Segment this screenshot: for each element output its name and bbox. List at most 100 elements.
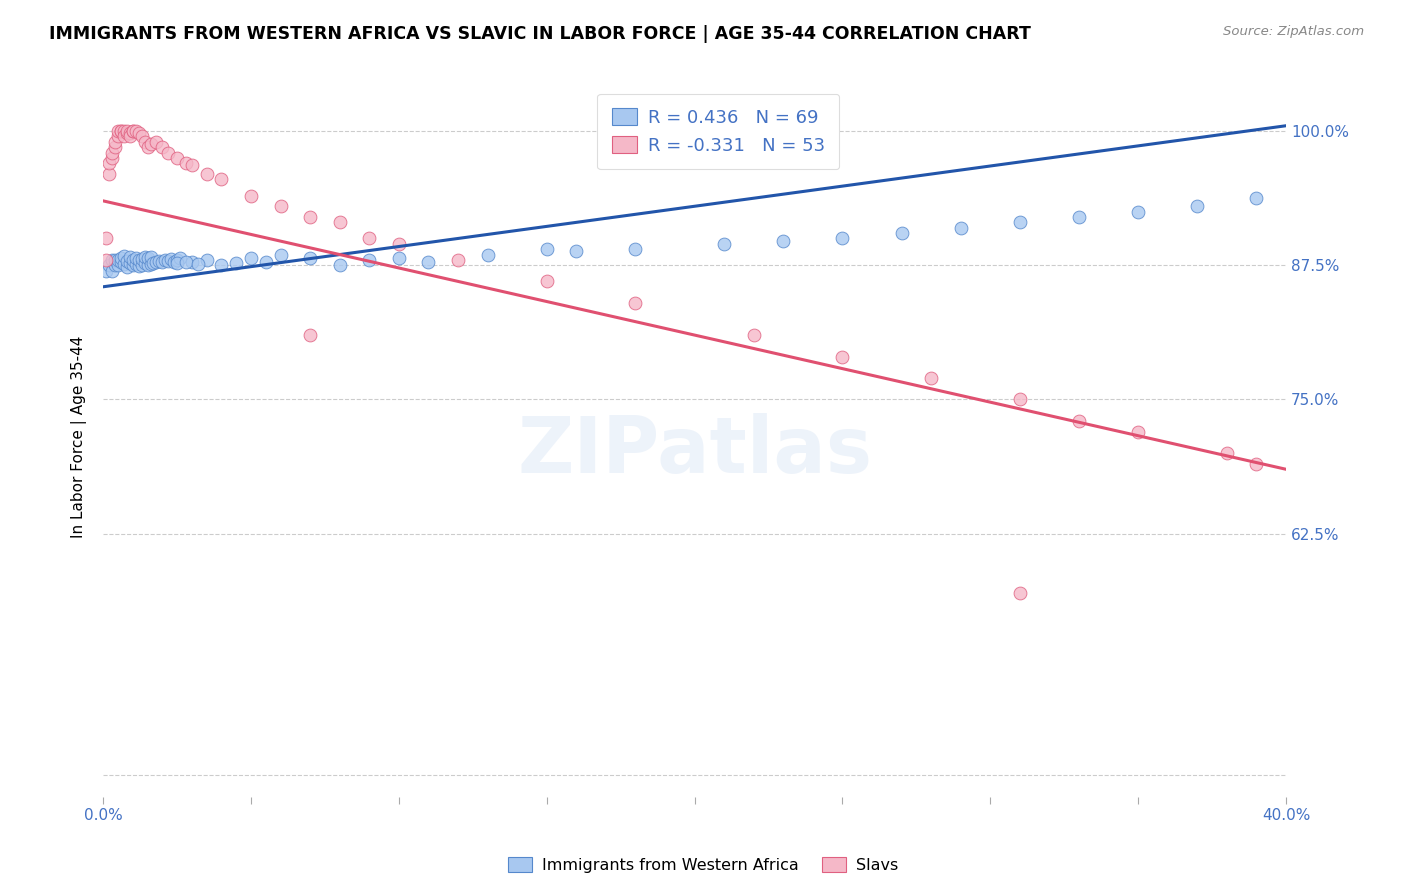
Point bbox=[772, 234, 794, 248]
Point bbox=[121, 124, 143, 138]
Point bbox=[536, 242, 558, 256]
Text: Source: ZipAtlas.com: Source: ZipAtlas.com bbox=[1223, 25, 1364, 38]
Point bbox=[139, 250, 162, 264]
Point bbox=[329, 258, 352, 272]
Point bbox=[115, 126, 138, 140]
Point bbox=[101, 145, 124, 160]
Point bbox=[136, 140, 159, 154]
Point bbox=[112, 257, 135, 271]
Point bbox=[359, 252, 381, 267]
Point bbox=[125, 124, 148, 138]
Point bbox=[299, 328, 322, 343]
Legend: R = 0.436   N = 69, R = -0.331   N = 53: R = 0.436 N = 69, R = -0.331 N = 53 bbox=[598, 94, 839, 169]
Point bbox=[1187, 199, 1209, 213]
Point bbox=[112, 124, 135, 138]
Point bbox=[96, 252, 118, 267]
Point bbox=[1008, 215, 1031, 229]
Point bbox=[890, 226, 912, 240]
Point bbox=[110, 251, 132, 265]
Point bbox=[1067, 210, 1090, 224]
Point bbox=[713, 236, 735, 251]
Point bbox=[180, 255, 202, 269]
Point bbox=[98, 258, 121, 272]
Point bbox=[107, 258, 129, 272]
Point bbox=[299, 251, 322, 265]
Point bbox=[155, 252, 177, 267]
Point bbox=[949, 220, 972, 235]
Point bbox=[118, 126, 141, 140]
Point bbox=[157, 254, 180, 268]
Point bbox=[157, 145, 180, 160]
Point bbox=[98, 167, 121, 181]
Point bbox=[128, 126, 150, 140]
Point bbox=[388, 236, 411, 251]
Point bbox=[96, 231, 118, 245]
Point bbox=[174, 255, 197, 269]
Point bbox=[148, 254, 170, 268]
Point bbox=[1246, 191, 1268, 205]
Point bbox=[96, 263, 118, 277]
Point bbox=[1216, 446, 1239, 460]
Point bbox=[166, 252, 188, 267]
Point bbox=[101, 252, 124, 267]
Point bbox=[624, 296, 647, 310]
Point bbox=[118, 129, 141, 144]
Point bbox=[174, 156, 197, 170]
Point bbox=[169, 251, 191, 265]
Point bbox=[110, 124, 132, 138]
Point bbox=[104, 258, 127, 272]
Point bbox=[1067, 414, 1090, 428]
Point bbox=[225, 256, 247, 270]
Point bbox=[1246, 457, 1268, 471]
Point bbox=[624, 242, 647, 256]
Point bbox=[134, 250, 156, 264]
Point bbox=[388, 251, 411, 265]
Point bbox=[920, 371, 942, 385]
Point bbox=[107, 124, 129, 138]
Point bbox=[254, 255, 277, 269]
Point bbox=[240, 251, 263, 265]
Point bbox=[115, 260, 138, 275]
Point bbox=[160, 252, 183, 266]
Point bbox=[418, 255, 440, 269]
Point bbox=[742, 328, 765, 343]
Point bbox=[128, 260, 150, 274]
Point bbox=[166, 151, 188, 165]
Point bbox=[359, 231, 381, 245]
Legend: Immigrants from Western Africa, Slavs: Immigrants from Western Africa, Slavs bbox=[502, 851, 904, 880]
Y-axis label: In Labor Force | Age 35-44: In Labor Force | Age 35-44 bbox=[72, 336, 87, 538]
Point bbox=[180, 158, 202, 172]
Point bbox=[447, 252, 470, 267]
Point bbox=[98, 156, 121, 170]
Point bbox=[831, 231, 853, 245]
Point bbox=[1008, 585, 1031, 599]
Point bbox=[134, 256, 156, 270]
Text: IMMIGRANTS FROM WESTERN AFRICA VS SLAVIC IN LABOR FORCE | AGE 35-44 CORRELATION : IMMIGRANTS FROM WESTERN AFRICA VS SLAVIC… bbox=[49, 25, 1031, 43]
Point bbox=[163, 255, 186, 269]
Point bbox=[115, 254, 138, 268]
Point bbox=[131, 129, 153, 144]
Point bbox=[107, 252, 129, 267]
Point bbox=[565, 244, 588, 259]
Point bbox=[104, 140, 127, 154]
Point bbox=[150, 255, 173, 269]
Point bbox=[150, 140, 173, 154]
Point bbox=[110, 255, 132, 269]
Point bbox=[139, 136, 162, 151]
Point bbox=[240, 188, 263, 202]
Text: ZIPatlas: ZIPatlas bbox=[517, 413, 872, 490]
Point bbox=[134, 135, 156, 149]
Point bbox=[477, 247, 499, 261]
Point bbox=[121, 252, 143, 267]
Point bbox=[104, 252, 127, 267]
Point bbox=[125, 257, 148, 271]
Point bbox=[121, 124, 143, 138]
Point bbox=[1008, 392, 1031, 407]
Point bbox=[125, 251, 148, 265]
Point bbox=[536, 274, 558, 288]
Point bbox=[121, 258, 143, 272]
Point bbox=[211, 172, 233, 186]
Point bbox=[329, 215, 352, 229]
Point bbox=[145, 135, 167, 149]
Point bbox=[131, 258, 153, 272]
